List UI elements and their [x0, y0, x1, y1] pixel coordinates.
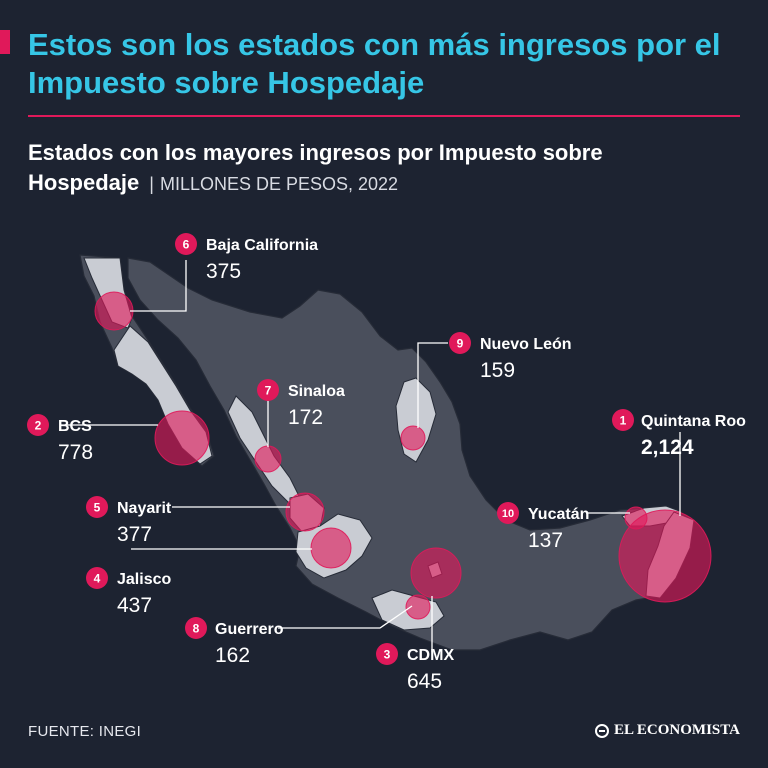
bubble-guerrero [405, 594, 431, 620]
rank-badge-7: 7 [257, 379, 279, 401]
rank-badge-3: 3 [376, 643, 398, 665]
bubble-cdmx [410, 547, 462, 599]
state-value-baja-california: 375 [206, 260, 241, 283]
state-name-guerrero: Guerrero [215, 621, 284, 638]
headline-divider [28, 115, 740, 117]
state-name-cdmx: CDMX [407, 647, 454, 664]
brand-mark-icon [595, 723, 609, 738]
headline-accent-bar [0, 30, 10, 54]
rank-badges: 1 2 3 4 5 6 7 8 9 10 [27, 233, 634, 665]
state-labels: Quintana Roo 2,124 BCS 778 CDMX 645 Jali… [58, 237, 746, 693]
rank-badge-1: 1 [612, 409, 634, 431]
state-value-yucatan: 137 [528, 529, 563, 552]
state-value-guerrero: 162 [215, 644, 250, 667]
bubble-sinaloa [254, 445, 282, 473]
rank-badge-8: 8 [185, 617, 207, 639]
value-bubbles [94, 291, 712, 620]
rank-text-7: 7 [265, 384, 272, 398]
source-note: FUENTE: INEGI [28, 723, 142, 740]
state-name-nayarit: Nayarit [117, 500, 172, 517]
state-name-baja-california: Baja California [206, 237, 318, 254]
headline: Estos son los estados con más ingresos p… [28, 27, 721, 100]
chart-subtitle: Estados con los mayores ingresos por Imp… [28, 138, 748, 199]
state-value-quintana-roo: 2,124 [641, 436, 694, 459]
leader-baja-california [130, 260, 187, 312]
rank-text-8: 8 [193, 622, 200, 636]
state-value-sinaloa: 172 [288, 406, 323, 429]
bubble-quintana-roo [618, 509, 712, 603]
state-name-sinaloa: Sinaloa [288, 383, 345, 400]
state-name-yucatan: Yucatán [528, 506, 589, 523]
bubble-jalisco [310, 527, 352, 569]
state-value-nayarit: 377 [117, 523, 152, 546]
leader-nuevo-leon [417, 342, 448, 428]
state-value-jalisco: 437 [117, 594, 152, 617]
brand-name: EL ECONOMISTA [614, 722, 740, 738]
bubble-bcs [154, 410, 210, 466]
subtitle-unit: MILLONES DE PESOS, 2022 [159, 174, 399, 194]
rank-badge-10: 10 [497, 502, 519, 524]
brand-logo: EL ECONOMISTA [595, 722, 740, 739]
rank-badge-9: 9 [449, 332, 471, 354]
bubble-yucatan [624, 506, 648, 530]
state-value-cdmx: 645 [407, 670, 442, 693]
leader-guerrero [278, 605, 413, 629]
rank-text-2: 2 [35, 419, 42, 433]
rank-text-9: 9 [457, 337, 464, 351]
bubble-baja-california [94, 291, 134, 331]
subtitle-separator: | [149, 174, 154, 194]
rank-text-1: 1 [620, 414, 627, 428]
rank-badge-2: 2 [27, 414, 49, 436]
rank-badge-5: 5 [86, 496, 108, 518]
rank-text-10: 10 [502, 508, 514, 520]
state-name-nuevo-leon: Nuevo León [480, 336, 572, 353]
rank-text-3: 3 [384, 648, 391, 662]
state-name-bcs: BCS [58, 418, 92, 435]
rank-badge-6: 6 [175, 233, 197, 255]
bubble-nayarit [285, 492, 325, 532]
state-value-nuevo-leon: 159 [480, 359, 515, 382]
rank-text-4: 4 [94, 572, 101, 586]
rank-text-6: 6 [183, 238, 190, 252]
state-name-quintana-roo: Quintana Roo [641, 413, 746, 430]
bubble-nuevo-leon [400, 425, 426, 451]
leader-lines [60, 260, 681, 652]
state-name-jalisco: Jalisco [117, 571, 171, 588]
state-value-bcs: 778 [58, 441, 93, 464]
rank-text-5: 5 [94, 501, 101, 515]
subtitle-title: Estados con los mayores ingresos por Imp… [28, 140, 603, 195]
rank-badge-4: 4 [86, 567, 108, 589]
